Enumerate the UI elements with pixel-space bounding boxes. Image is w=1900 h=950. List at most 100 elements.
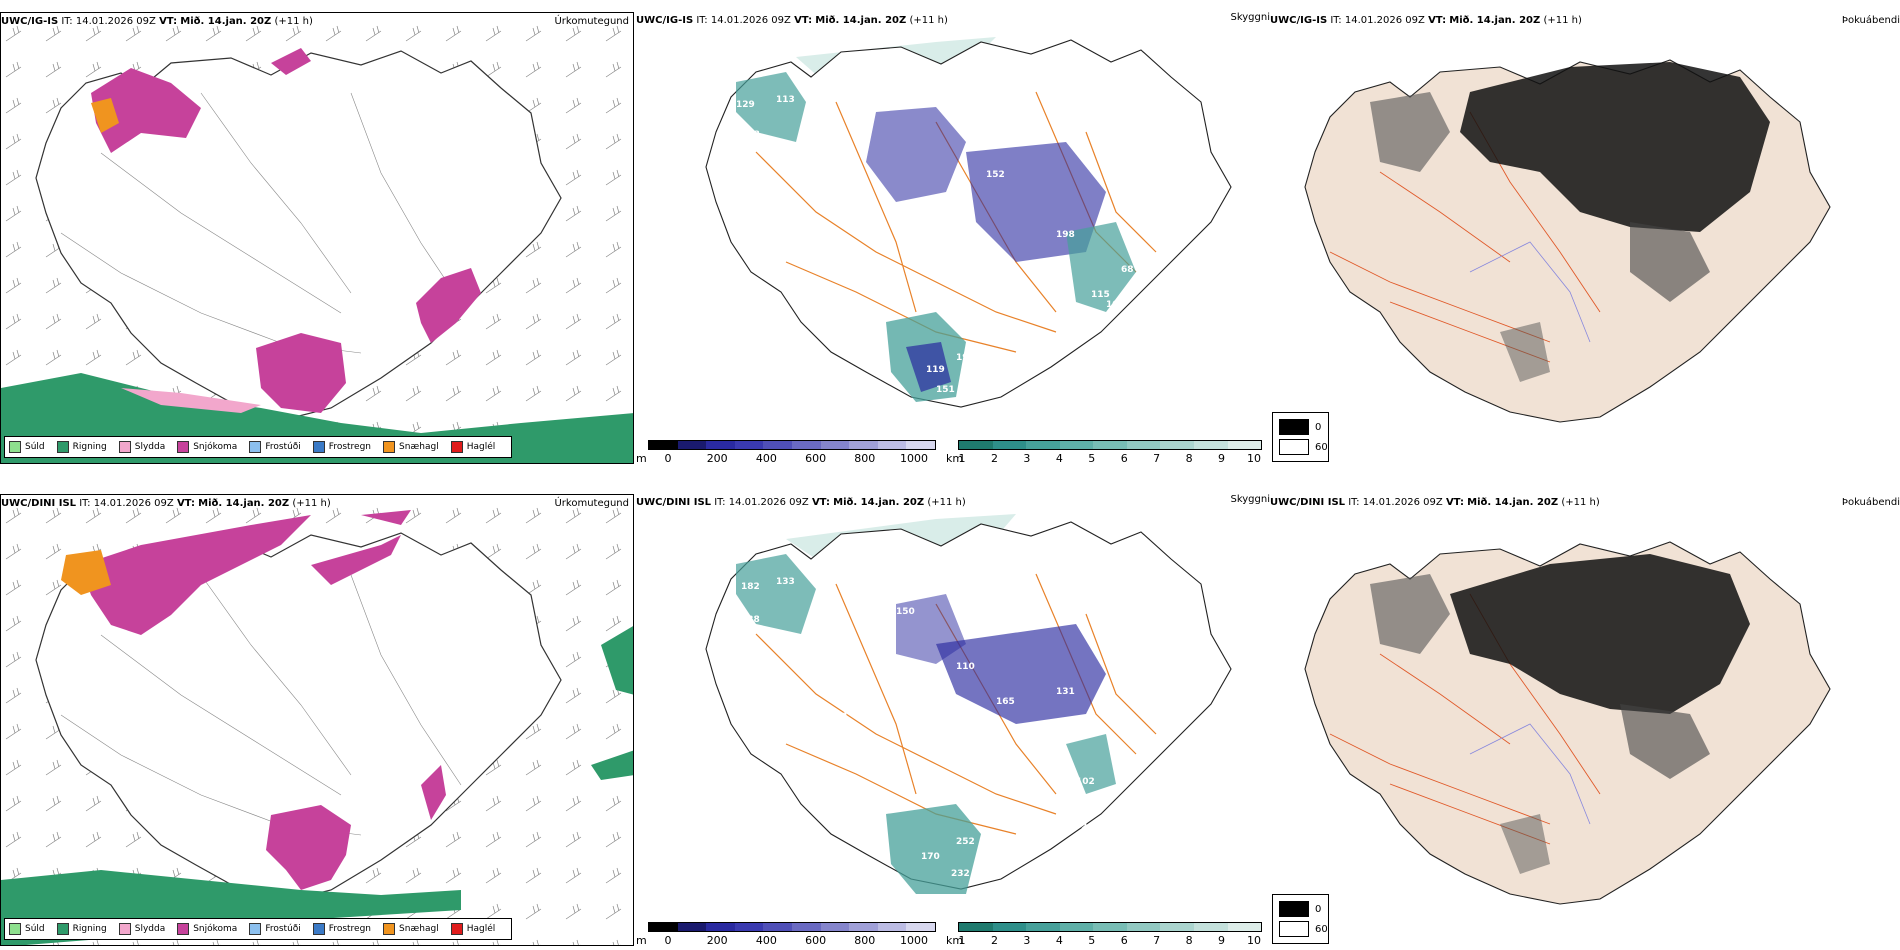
ceiling-label: 144 — [828, 133, 847, 143]
legend-label: Súld — [25, 924, 45, 934]
cbar-km: km 1 2 3 4 5 6 7 8 9 10 — [946, 922, 1262, 946]
cbar-step — [877, 923, 907, 931]
ceiling-label: 131 — [1056, 687, 1075, 697]
legend-swatch — [312, 441, 325, 453]
cbar-step — [734, 441, 764, 449]
iceland-outline — [705, 39, 1232, 408]
cbar-tick: 8 — [1185, 452, 1193, 464]
cbar-step — [1193, 441, 1228, 449]
cbar-tick: 7 — [1153, 452, 1161, 464]
cloud-swatch — [1279, 419, 1309, 435]
cloud-legend-row: 0 — [1279, 419, 1321, 435]
legend-item: Súld — [9, 923, 45, 935]
legend-swatch — [118, 441, 131, 453]
cbar-unit: m — [636, 934, 647, 946]
cbar-tick: 400 — [755, 934, 777, 946]
cbar-step — [992, 441, 1027, 449]
panel-header: UWC/IG-IS IT: 14.01.2026 09Z VT: Mið. 14… — [1270, 15, 1582, 26]
legend-item: Slydda — [118, 923, 165, 935]
cloud-map — [1304, 541, 1831, 905]
cbar-tick: 7 — [1153, 934, 1161, 946]
cbar-step — [706, 441, 735, 449]
cloud-legend-row: 60 — [1279, 439, 1328, 455]
ceiling-label: 182 — [741, 582, 760, 592]
ceiling-label: 110 — [956, 662, 975, 672]
legend-item: Haglél — [450, 441, 495, 453]
cbar-tick: 1000 — [900, 452, 928, 464]
cbar-step — [649, 441, 678, 449]
cbar-step — [706, 923, 735, 931]
legend-swatch — [383, 441, 396, 453]
panel-header: UWC/IG-IS IT: 14.01.2026 09Z VT: Mið. 14… — [1, 16, 313, 27]
cbar-tick: 9 — [1218, 452, 1226, 464]
cbar-ramp — [648, 922, 936, 932]
cbar-m: m 0 200 400 600 800 1000 — [636, 440, 936, 464]
panel-title: Úrkomutegund — [554, 498, 629, 509]
cbar-km: km 1 2 3 4 5 6 7 8 9 10 — [946, 440, 1262, 464]
panel-header: UWC/IG-IS IT: 14.01.2026 09Z VT: Mið. 14… — [636, 15, 948, 26]
ceiling-label: 240 — [1081, 822, 1100, 832]
cbar-step — [820, 441, 850, 449]
cbar-ramp — [958, 440, 1262, 450]
cbar-tick: 1000 — [900, 934, 928, 946]
ceiling-label: 129 — [736, 100, 755, 110]
ceiling-label: 102 — [1076, 777, 1095, 787]
cbar-tick: 8 — [1185, 934, 1193, 946]
cbar-tick: 800 — [854, 934, 876, 946]
cbar-tick: 0 — [664, 452, 672, 464]
ceiling-label: 14 — [1076, 325, 1089, 335]
legend-item: Frostregn — [312, 441, 372, 453]
cbar-step — [1193, 923, 1228, 931]
cbar-tick: 10 — [1247, 934, 1261, 946]
fog-dark — [1460, 62, 1770, 232]
legend-swatch — [450, 441, 463, 453]
cbar-tick: 800 — [854, 452, 876, 464]
fog-dark — [1450, 554, 1750, 714]
ceiling-label: 103 — [1106, 300, 1125, 310]
cloud-panel-row2: UWC/DINI ISL IT: 14.01.2026 09Z VT: Mið.… — [1270, 494, 1900, 946]
panel-title: Þokuábendi — [1841, 497, 1900, 508]
cbar-tick: 2 — [990, 452, 998, 464]
cloud-label: 60 — [1315, 923, 1328, 935]
cbar-step — [906, 441, 935, 449]
ceiling-label: 119 — [926, 365, 945, 375]
cbar-step — [1026, 923, 1060, 931]
precip-panel-row1: UWC/IG-IS IT: 14.01.2026 09Z VT: Mið. 14… — [0, 12, 634, 464]
cbar-tick: 600 — [805, 452, 827, 464]
cbar-step — [877, 441, 907, 449]
legend-item: Frostúði — [249, 923, 301, 935]
panel-title: Þokuábendi — [1841, 15, 1900, 26]
cloud-map — [1304, 59, 1831, 423]
cbar-step — [763, 923, 792, 931]
vis-map: 129 113 138 202 144 152 198 119 198 151 115 68 103 14 — [705, 37, 1232, 408]
legend-item: Rigning — [56, 923, 107, 935]
cloud-legend-row: 0 — [1279, 901, 1321, 917]
legend-item: Frostregn — [312, 923, 371, 935]
cbar-unit: m — [636, 452, 647, 464]
precip-map — [1, 13, 633, 463]
cbar-step — [791, 923, 821, 931]
cbar-step — [1227, 441, 1262, 449]
legend-item: Haglél — [450, 923, 495, 935]
legend-label: Frostregn — [328, 442, 372, 452]
ceiling-label: 232 — [951, 869, 970, 879]
legend-label: Rigning — [72, 924, 107, 934]
snow-area-nw — [81, 515, 311, 635]
legend-item: Snæhagl — [383, 923, 439, 935]
cloud-label: 0 — [1315, 903, 1322, 915]
legend-item: Súld — [9, 441, 45, 453]
cbar-tick: 400 — [755, 452, 777, 464]
cbar-tick: 2 — [990, 934, 998, 946]
cbar-tick: 200 — [706, 934, 728, 946]
cloud-panel-row1: UWC/IG-IS IT: 14.01.2026 09Z VT: Mið. 14… — [1270, 12, 1900, 464]
ceiling-label: 113 — [776, 95, 795, 105]
cbar-tick: 0 — [664, 934, 672, 946]
cloud-legend: 0 60 — [1272, 412, 1329, 462]
cloud-swatch — [1279, 439, 1309, 455]
legend-swatch — [177, 923, 190, 935]
cloud-swatch — [1279, 901, 1309, 917]
cbar-tick: 10 — [1247, 452, 1261, 464]
cloud-label: 60 — [1315, 441, 1328, 453]
precip-legend: Súld Rigning Slydda Snjókoma Frostúði Frostre… — [4, 436, 513, 458]
cbar-step — [1059, 923, 1094, 931]
